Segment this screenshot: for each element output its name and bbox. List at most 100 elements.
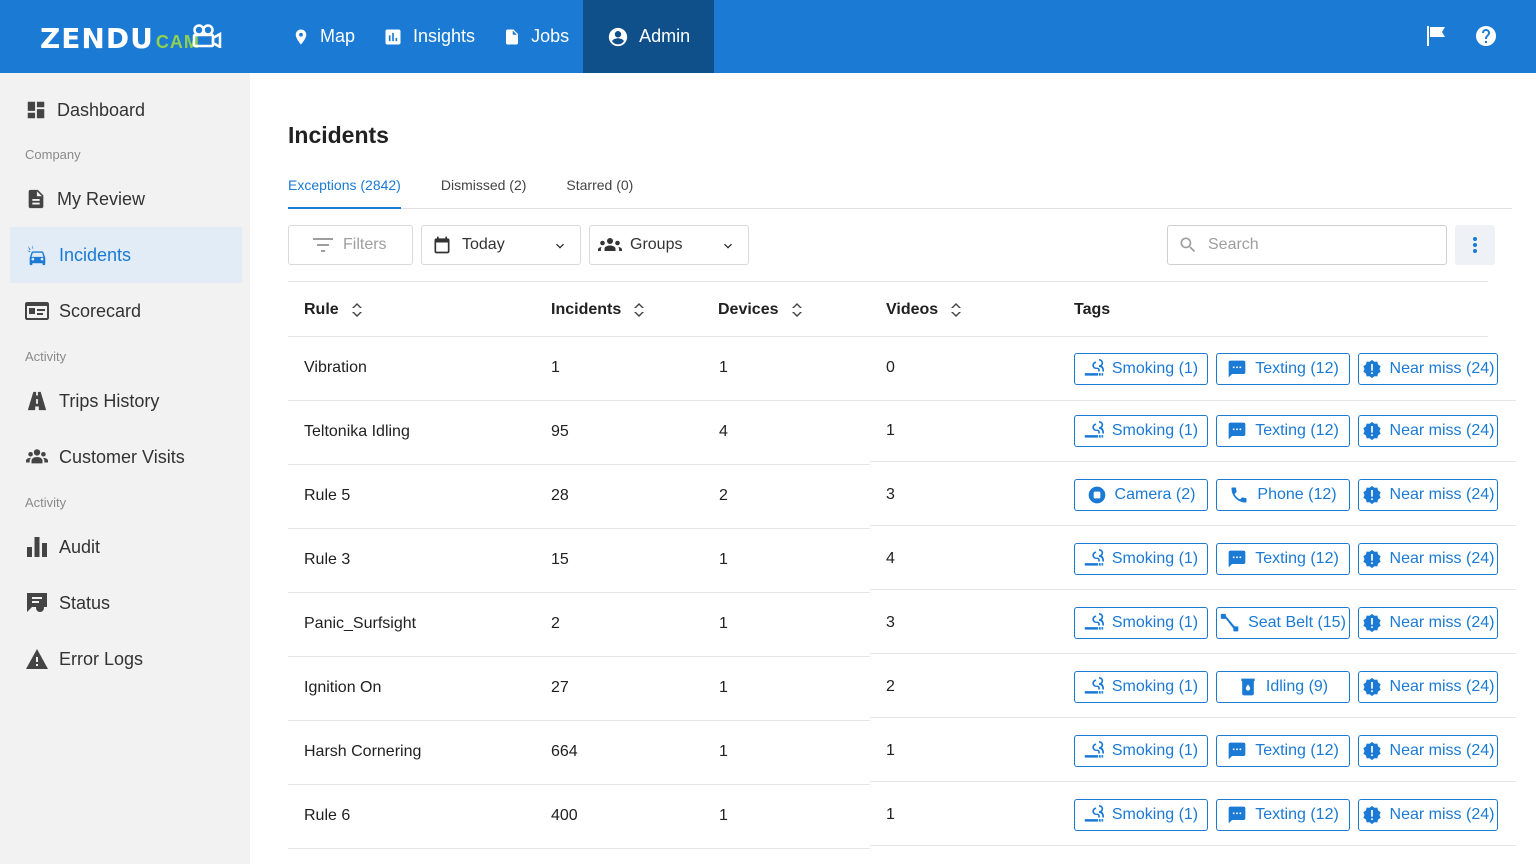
tag-chip[interactable]: Near miss (24) bbox=[1358, 671, 1498, 703]
nav-insights[interactable]: Insights bbox=[369, 0, 489, 73]
sidebar-item-label: Customer Visits bbox=[59, 446, 185, 467]
devices-cell: 1 bbox=[719, 679, 728, 696]
incident-tabs: Exceptions (2842) Dismissed (2) Starred … bbox=[288, 176, 1512, 209]
sidebar-item-customer-visits[interactable]: Customer Visits bbox=[10, 429, 242, 485]
top-navigation-bar: ZENDU CAM Map Insights Jobs Admin bbox=[0, 0, 1536, 73]
sidebar-item-my-review[interactable]: My Review bbox=[10, 171, 242, 227]
users-icon bbox=[26, 449, 48, 464]
rule-cell: Vibration bbox=[304, 359, 367, 376]
tag-chip[interactable]: Smoking (1) bbox=[1074, 671, 1208, 703]
table-row[interactable]: Teltonika Idling 95 4 1 Smoking (1) Texting (… bbox=[288, 401, 1516, 465]
table-row[interactable]: Rule 6 400 1 1 Smoking (1) Texting (12) Near m… bbox=[288, 785, 1516, 849]
brand-sub: CAM bbox=[155, 32, 200, 52]
smoking-icon bbox=[1084, 421, 1104, 438]
sidebar-item-status[interactable]: Status bbox=[10, 575, 242, 631]
tag-chip[interactable]: Seat Belt (15) bbox=[1216, 607, 1350, 639]
warning-icon bbox=[26, 649, 48, 669]
groups-select[interactable]: Groups bbox=[589, 225, 749, 265]
row-divider bbox=[870, 781, 1516, 782]
nav-label: Map bbox=[320, 26, 356, 46]
tag-chip[interactable]: Smoking (1) bbox=[1074, 353, 1208, 385]
sidebar-item-incidents[interactable]: Incidents bbox=[10, 227, 242, 283]
message-icon bbox=[1228, 742, 1246, 760]
nav-admin[interactable]: Admin bbox=[583, 0, 715, 73]
tag-chip[interactable]: Near miss (24) bbox=[1358, 607, 1498, 639]
tag-chip[interactable]: Texting (12) bbox=[1216, 799, 1350, 831]
nav-jobs[interactable]: Jobs bbox=[489, 0, 583, 73]
tag-chip[interactable]: Smoking (1) bbox=[1074, 543, 1208, 575]
row-divider bbox=[870, 461, 1516, 462]
nav-map[interactable]: Map bbox=[278, 0, 369, 73]
column-label: Incidents bbox=[551, 300, 622, 318]
table-row[interactable]: Harsh Cornering 664 1 1 Smoking (1) Texting (… bbox=[288, 721, 1516, 785]
more-options-button[interactable] bbox=[1455, 225, 1495, 265]
tag-chip[interactable]: Near miss (24) bbox=[1358, 799, 1498, 831]
row-divider bbox=[870, 845, 1516, 846]
document-icon bbox=[506, 29, 519, 44]
nav-label: Insights bbox=[413, 26, 476, 46]
tag-chip[interactable]: Smoking (1) bbox=[1074, 415, 1208, 447]
table-row[interactable]: Panic_Surfsight 2 1 3 Smoking (1) Seat Belt (… bbox=[288, 593, 1516, 657]
chevron-down-icon bbox=[724, 243, 732, 249]
help-icon[interactable] bbox=[1474, 24, 1498, 48]
tag-chip[interactable]: Texting (12) bbox=[1216, 415, 1350, 447]
nav-label: Jobs bbox=[531, 26, 570, 46]
tag-label: Near miss (24) bbox=[1389, 422, 1495, 439]
devices-cell: 1 bbox=[719, 551, 728, 568]
tag-chip[interactable]: Near miss (24) bbox=[1358, 543, 1498, 575]
column-header-incidents[interactable]: Incidents bbox=[551, 282, 645, 337]
tag-chip[interactable]: Phone (12) bbox=[1216, 479, 1350, 511]
incidents-cell: 27 bbox=[551, 679, 569, 696]
rule-cell: Teltonika Idling bbox=[304, 423, 410, 440]
column-header-videos[interactable]: Videos bbox=[886, 282, 962, 337]
rule-cell: Ignition On bbox=[304, 679, 382, 696]
car-crash-icon bbox=[26, 244, 46, 266]
sidebar-item-scorecard[interactable]: Scorecard bbox=[10, 283, 242, 339]
filters-button[interactable]: Filters bbox=[288, 225, 413, 265]
date-range-select[interactable]: Today bbox=[421, 225, 581, 265]
tag-chip[interactable]: Near miss (24) bbox=[1358, 735, 1498, 767]
tab-exceptions[interactable]: Exceptions (2842) bbox=[288, 176, 401, 209]
table-row[interactable]: Ignition On 27 1 2 Smoking (1) Idling (9) Near… bbox=[288, 657, 1516, 721]
tag-chip[interactable]: Smoking (1) bbox=[1074, 799, 1208, 831]
review-document-icon bbox=[28, 189, 44, 209]
tag-chip[interactable]: Near miss (24) bbox=[1358, 479, 1498, 511]
tag-chip[interactable]: Texting (12) bbox=[1216, 543, 1350, 575]
table-row[interactable]: Rule 5 28 2 3 Camera (2) Phone (12) Near miss … bbox=[288, 465, 1516, 529]
tab-starred[interactable]: Starred (0) bbox=[566, 177, 634, 193]
tag-chip[interactable]: Near miss (24) bbox=[1358, 415, 1498, 447]
tag-chip[interactable]: Camera (2) bbox=[1074, 479, 1208, 511]
tag-chip[interactable]: Texting (12) bbox=[1216, 353, 1350, 385]
sidebar: Dashboard Company My Review Incidents Sc… bbox=[0, 73, 250, 864]
groups-icon bbox=[598, 238, 622, 251]
flag-icon[interactable] bbox=[1424, 24, 1448, 48]
sidebar-item-trips-history[interactable]: Trips History bbox=[10, 373, 242, 429]
search-input[interactable] bbox=[1208, 236, 1428, 254]
tab-dismissed[interactable]: Dismissed (2) bbox=[440, 177, 527, 193]
sidebar-item-error-logs[interactable]: Error Logs bbox=[10, 631, 242, 687]
table-row[interactable]: Vibration 1 1 0 Smoking (1) Texting (12) Near … bbox=[288, 337, 1516, 401]
message-icon bbox=[1228, 360, 1246, 378]
tag-chip[interactable]: Texting (12) bbox=[1216, 735, 1350, 767]
tag-chip[interactable]: Smoking (1) bbox=[1074, 607, 1208, 639]
alert-badge-icon bbox=[1362, 359, 1381, 379]
search-box[interactable] bbox=[1167, 225, 1447, 265]
sidebar-item-audit[interactable]: Audit bbox=[10, 519, 242, 575]
tag-chip[interactable]: Smoking (1) bbox=[1074, 735, 1208, 767]
brand-logo[interactable]: ZENDU CAM bbox=[40, 22, 222, 55]
row-divider bbox=[288, 400, 870, 401]
tag-chip[interactable]: Idling (9) bbox=[1216, 671, 1350, 703]
column-header-rule[interactable]: Rule bbox=[304, 282, 363, 337]
rule-cell: Rule 5 bbox=[304, 487, 351, 504]
sidebar-item-dashboard[interactable]: Dashboard bbox=[10, 82, 242, 138]
tag-chip[interactable]: Near miss (24) bbox=[1358, 353, 1498, 385]
sidebar-item-label: Audit bbox=[59, 536, 101, 557]
column-header-devices[interactable]: Devices bbox=[718, 282, 803, 337]
tag-label: Texting (12) bbox=[1255, 360, 1339, 377]
column-header-tags: Tags bbox=[1074, 282, 1110, 337]
table-row[interactable]: Rule 3 15 1 4 Smoking (1) Texting (12) Near mi… bbox=[288, 529, 1516, 593]
row-divider bbox=[870, 717, 1516, 718]
main-nav: Map Insights Jobs Admin bbox=[278, 0, 715, 73]
smoking-icon bbox=[1084, 549, 1104, 566]
id-card-icon bbox=[25, 302, 49, 320]
